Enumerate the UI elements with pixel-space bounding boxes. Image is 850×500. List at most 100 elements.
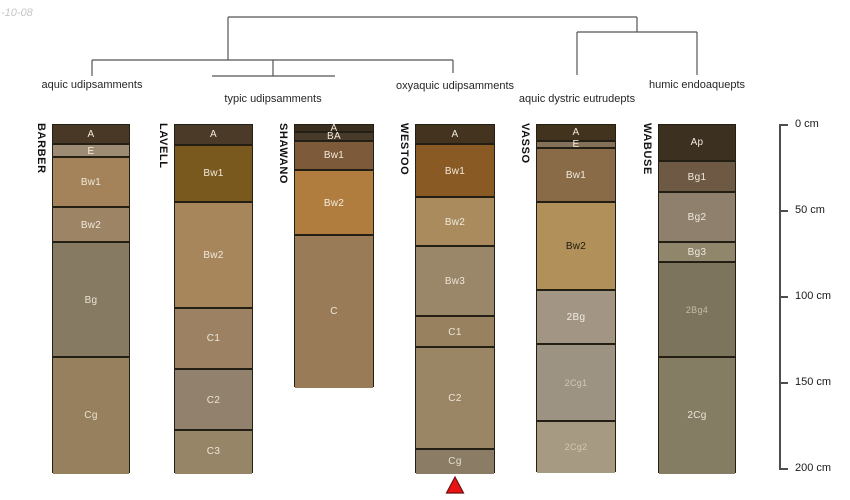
horizon-segment: Bw2	[175, 200, 252, 309]
profile-name-label: WESTOO	[398, 122, 410, 175]
horizon-label: BA	[327, 131, 341, 143]
depth-tick	[779, 468, 788, 470]
horizon-segment: A	[416, 124, 494, 146]
horizon-label: A	[451, 128, 459, 140]
horizon-segment: A	[53, 124, 129, 146]
horizon-segment: Bg3	[659, 241, 735, 263]
horizon-label: Bg2	[687, 212, 707, 224]
soil-column: Ap Bg1 Bg2 Bg3 2Bg4 2Cg	[658, 123, 736, 474]
profile-name-label: SHAWANO	[277, 122, 289, 184]
horizon-label: E	[87, 145, 95, 157]
depth-tick-label: 0 cm	[795, 118, 819, 130]
depth-tick	[779, 296, 788, 298]
depth-tick	[779, 124, 788, 126]
horizon-segment: Bw1	[175, 144, 252, 203]
profile-name-label: WABUSE	[641, 122, 653, 175]
horizon-label: Bw2	[444, 216, 466, 228]
horizon-label: Bw3	[444, 275, 466, 287]
profile-name-label: VASSO	[519, 122, 531, 164]
horizon-label: Bw2	[565, 241, 587, 253]
dendrogram-lines	[91, 16, 698, 77]
horizon-label: Bw1	[203, 168, 224, 180]
selected-profile-marker-icon	[445, 475, 465, 494]
horizon-segment: 2Bg	[537, 289, 615, 345]
profile-name-label: LAVELL	[157, 122, 169, 169]
horizon-label: C3	[206, 446, 221, 458]
depth-tick-label: 50 cm	[795, 204, 825, 216]
horizon-segment: Cg	[416, 447, 494, 474]
horizon-segment: Bg	[53, 241, 129, 359]
horizon-label: Bg3	[687, 247, 707, 259]
horizon-label: Cg	[84, 410, 98, 422]
depth-tick-label: 150 cm	[795, 376, 832, 388]
horizon-label: E	[572, 139, 580, 151]
horizon-label: A	[87, 128, 95, 140]
horizon-segment: A	[295, 122, 373, 134]
soil-column: A E Bw1 Bw2 2Bg 2Cg1 2Cg2	[536, 123, 616, 473]
horizon-segment: Cg	[53, 356, 129, 474]
horizon-label: Bw2	[203, 249, 224, 261]
horizon-segment: Ap	[659, 124, 735, 163]
horizon-segment: C2	[175, 368, 252, 431]
horizon-label: C1	[448, 326, 462, 338]
horizon-segment: E	[537, 139, 615, 151]
horizon-segment: Bg1	[659, 160, 735, 194]
soil-column: A BA Bw1 Bw2 C	[294, 122, 374, 388]
horizon-segment: C1	[416, 315, 494, 349]
date-watermark: -10-08	[1, 7, 33, 19]
horizon-label: C2	[448, 392, 462, 404]
horizon-label: Bw1	[444, 165, 466, 177]
horizon-segment: Bw1	[416, 143, 494, 199]
horizon-segment: Bg2	[659, 191, 735, 244]
soil-column: A E Bw1 Bw2 Bg Cg	[52, 123, 130, 474]
horizon-label: 2Bg	[566, 311, 586, 323]
horizon-segment: C2	[416, 346, 494, 450]
horizon-label: 2Cg	[687, 410, 707, 422]
horizon-segment: Bw3	[416, 244, 494, 318]
horizon-label: A	[210, 129, 217, 141]
horizon-label: C2	[206, 394, 221, 406]
horizon-segment: C3	[175, 428, 252, 474]
horizon-segment: A	[537, 124, 615, 142]
horizon-segment: Bw2	[537, 200, 615, 292]
horizon-segment: 2Cg	[659, 356, 735, 474]
horizon-segment: E	[53, 143, 129, 159]
horizon-label: Bw2	[323, 197, 345, 209]
depth-tick	[779, 210, 788, 212]
horizon-segment: C1	[175, 306, 252, 371]
horizon-segment: Bw2	[53, 205, 129, 244]
group-label: typic udipsamments	[224, 93, 322, 105]
depth-tick-label: 100 cm	[795, 290, 832, 302]
horizon-segment: Bw1	[537, 146, 615, 203]
horizon-segment: Bw2	[295, 168, 373, 237]
group-label: aquic udipsamments	[41, 79, 143, 91]
horizon-label: Bg1	[687, 171, 707, 183]
horizon-segment: BA	[295, 131, 373, 142]
dendrogram	[91, 16, 698, 77]
horizon-segment: A	[175, 124, 252, 146]
profile-name-label: BARBER	[35, 122, 47, 174]
horizon-segment: 2Cg1	[537, 342, 615, 423]
horizon-label: A	[572, 127, 580, 139]
horizon-segment: Bw1	[295, 139, 373, 171]
horizon-segment: C	[295, 234, 373, 388]
depth-tick-label: 200 cm	[795, 462, 832, 474]
horizon-label: C	[330, 305, 338, 317]
soil-column: A Bw1 Bw2 Bw3 C1 C2 Cg	[415, 123, 495, 474]
horizon-segment: 2Bg4	[659, 260, 735, 359]
horizon-label: Ap	[690, 137, 704, 149]
group-label: oxyaquic udipsamments	[395, 80, 515, 92]
horizon-label: C1	[206, 333, 221, 345]
horizon-segment: 2Cg2	[537, 420, 615, 473]
soil-column: A Bw1 Bw2 C1 C2 C3	[174, 123, 253, 474]
horizon-label: Bw1	[323, 150, 345, 162]
horizon-label: 2Cg2	[564, 441, 588, 452]
horizon-label: Bw1	[80, 176, 102, 188]
horizon-label: A	[330, 122, 338, 134]
horizon-label: Bw2	[80, 219, 102, 231]
group-label: aquic dystric eutrudepts	[518, 93, 636, 105]
horizon-segment: Bw2	[416, 196, 494, 247]
horizon-segment: Bw1	[53, 156, 129, 208]
horizon-label: Cg	[448, 455, 462, 467]
